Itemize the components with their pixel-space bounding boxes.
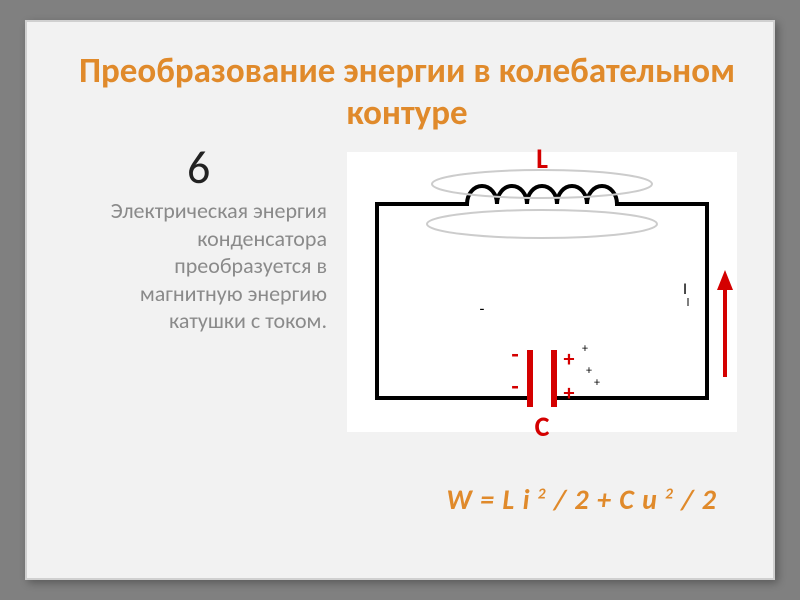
charge-plus-r1: + (564, 345, 575, 372)
slide-title: Преобразование энергии в колебательном к… (62, 50, 752, 134)
circuit-diagram: L C - - + + + + + - I (337, 142, 747, 442)
charge-plus-s2: + (586, 364, 592, 378)
charge-plus-s1: + (582, 342, 588, 356)
slide: Преобразование энергии в колебательном к… (25, 20, 775, 580)
body-text: Электрическая энергия конденсатора преоб… (87, 197, 327, 335)
diagram-bg (347, 152, 737, 432)
stray-minus: - (480, 300, 485, 319)
label-I: I (683, 280, 687, 299)
label-C: C (535, 409, 550, 442)
charge-minus-2: - (511, 372, 518, 401)
step-number: 6 (187, 140, 210, 196)
energy-formula: W = L i 2 / 2 + C u 2 / 2 (87, 482, 717, 517)
charge-plus-s3: + (594, 376, 600, 390)
charge-plus-r2: + (564, 379, 575, 406)
label-L: L (536, 142, 548, 176)
charge-minus-1: - (511, 340, 518, 369)
